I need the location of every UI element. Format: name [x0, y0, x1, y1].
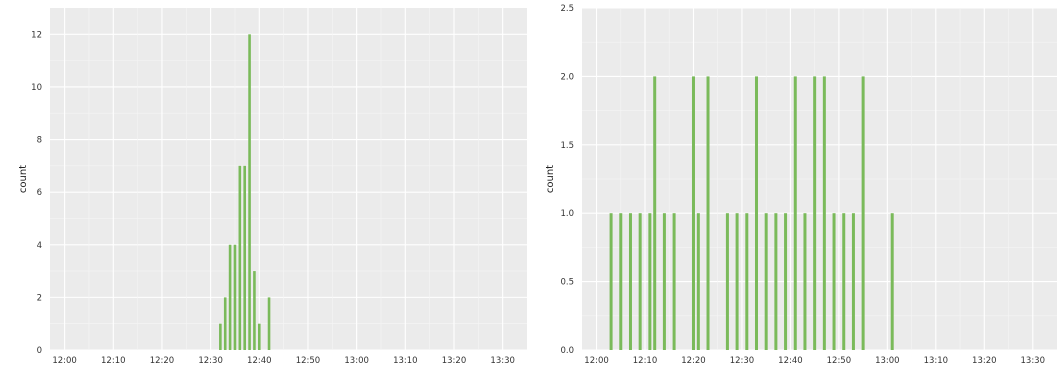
bar [267, 297, 271, 350]
histogram-right: 0.0 0.5 1.0 1.5 2.0 2.5 12:00 12:10 12:20 12:30 12… [545, 4, 1057, 366]
x-tick-label: 12:40 [778, 356, 803, 366]
bar [672, 213, 676, 350]
x-tick-label: 13:30 [1021, 356, 1046, 366]
x-tick-label: 12:20 [150, 356, 175, 366]
x-tick-label: 13:10 [924, 356, 949, 366]
y-axis-label: count [545, 165, 556, 193]
y-tick-label: 12 [31, 30, 42, 40]
bar [628, 213, 632, 350]
x-tick-label: 13:30 [490, 356, 515, 366]
y-tick-label: 0 [37, 346, 42, 356]
y-tick-label: 10 [31, 83, 42, 93]
bar [764, 213, 768, 350]
bar [861, 76, 865, 351]
y-tick-label: 0.5 [560, 278, 574, 288]
gridlines [50, 8, 527, 351]
bar [228, 244, 232, 350]
x-tick-label: 12:00 [584, 356, 609, 366]
bar [648, 213, 652, 350]
bar [803, 213, 807, 350]
histogram-left: 0 2 4 6 8 10 12 12:00 12:10 12:20 12:30 12:40 12:50 1… [18, 8, 527, 366]
x-tick-label: 13:20 [442, 356, 467, 366]
bar [662, 213, 666, 350]
bar [691, 76, 695, 351]
x-tick-label: 12:30 [198, 356, 223, 366]
bar [754, 76, 758, 351]
y-tick-label: 2.5 [560, 4, 574, 14]
bar [745, 213, 749, 350]
bar [253, 271, 256, 350]
bar [219, 323, 222, 350]
y-tick-label: 8 [37, 136, 42, 146]
x-tick-label: 13:10 [393, 356, 418, 366]
bar [813, 76, 817, 351]
bar [851, 213, 855, 350]
chart-panel-right: 0.0 0.5 1.0 1.5 2.0 2.5 12:00 12:10 12:20 12:30 12… [531, 0, 1059, 372]
x-tick-label: 12:10 [633, 356, 658, 366]
y-tick-label: 2.0 [560, 72, 574, 82]
x-tick-label: 13:00 [344, 356, 369, 366]
bar [243, 165, 246, 350]
bar [890, 213, 894, 350]
x-tick-label: 12:40 [247, 356, 272, 366]
x-tick-label: 12:10 [101, 356, 126, 366]
bar [774, 213, 778, 350]
bars [219, 34, 271, 351]
bar [784, 213, 788, 350]
y-tick-label: 1.5 [560, 141, 574, 151]
bar [257, 323, 261, 350]
x-tick-label: 12:30 [730, 356, 755, 366]
bar [223, 297, 227, 350]
y-axis-label: count [18, 165, 29, 193]
y-tick-label: 0.0 [560, 346, 574, 356]
bar [233, 244, 237, 350]
x-tick-label: 12:50 [296, 356, 321, 366]
bar [725, 213, 729, 350]
x-tick-label: 12:50 [827, 356, 852, 366]
x-tick-label: 12:00 [52, 356, 77, 366]
bar [706, 76, 710, 351]
bar [842, 213, 846, 350]
bar [822, 76, 826, 351]
bar [619, 213, 623, 350]
x-tick-label: 12:20 [681, 356, 706, 366]
bar [696, 213, 700, 350]
x-tick-label: 13:20 [972, 356, 997, 366]
bar [793, 76, 797, 351]
bar [238, 165, 242, 350]
x-tick-label: 13:00 [875, 356, 900, 366]
y-tick-label: 1.0 [560, 209, 574, 219]
bar [653, 76, 657, 351]
y-tick-label: 4 [37, 241, 42, 251]
bar [609, 213, 613, 350]
y-tick-label: 2 [37, 293, 42, 303]
y-tick-label: 6 [37, 188, 42, 198]
chart-panel-left: 0 2 4 6 8 10 12 12:00 12:10 12:20 12:30 12:40 12:50 1… [0, 0, 529, 372]
bar [638, 213, 642, 350]
bars [609, 76, 894, 351]
bar [735, 213, 739, 350]
plot-background [50, 8, 527, 350]
bar [248, 34, 251, 351]
bar [832, 213, 836, 350]
